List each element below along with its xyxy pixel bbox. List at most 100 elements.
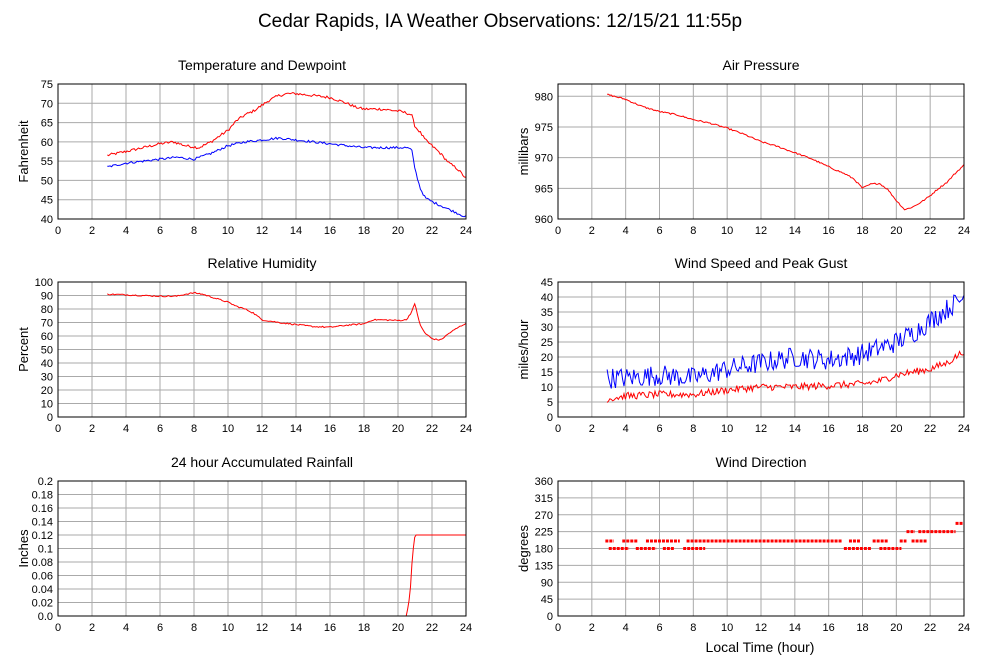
x-tick-label: 12 [256, 225, 268, 237]
y-tick-label: 65 [41, 118, 53, 130]
y-tick-label: 180 [535, 544, 553, 556]
y-axis-label-rain: Inches [16, 529, 31, 568]
x-tick-label: 4 [623, 622, 629, 634]
x-tick-label: 10 [222, 423, 234, 435]
x-tick-label: 14 [789, 225, 801, 237]
chart-title-rh: Relative Humidity [208, 255, 317, 271]
y-axis-label-dir: degrees [516, 525, 531, 572]
y-tick-label: 0.08 [32, 557, 53, 569]
x-tick-label: 0 [55, 622, 61, 634]
x-tick-label: 8 [690, 622, 696, 634]
x-tick-label: 12 [755, 622, 767, 634]
y-tick-label: 35 [541, 307, 553, 319]
x-tick-label: 6 [656, 622, 662, 634]
x-tick-label: 20 [392, 622, 404, 634]
x-tick-label: 12 [256, 423, 268, 435]
y-tick-label: 0.04 [32, 584, 53, 596]
x-tick-label: 8 [690, 423, 696, 435]
y-tick-label: 25 [541, 337, 553, 349]
series-line-wind-0 [606, 294, 965, 389]
y-tick-label: 40 [41, 214, 53, 226]
plot-frame-rain [57, 480, 467, 617]
x-axis-label: Local Time (hour) [706, 639, 815, 655]
y-tick-label: 80 [41, 304, 53, 316]
figure-title: Cedar Rapids, IA Weather Observations: 1… [258, 11, 742, 32]
x-tick-label: 10 [721, 622, 733, 634]
x-tick-label: 14 [290, 225, 302, 237]
x-tick-label: 18 [358, 622, 370, 634]
y-tick-label: 50 [41, 345, 53, 357]
x-tick-label: 24 [460, 622, 472, 634]
y-tick-label: 55 [41, 156, 53, 168]
x-tick-label: 22 [426, 225, 438, 237]
chart-title-pres: Air Pressure [722, 57, 799, 73]
x-tick-label: 6 [656, 423, 662, 435]
y-tick-label: 50 [41, 175, 53, 187]
plot-frame-temp [57, 83, 467, 220]
y-tick-label: 0 [547, 412, 553, 424]
x-tick-label: 16 [324, 423, 336, 435]
y-tick-label: 0.2 [38, 476, 53, 488]
y-tick-label: 0 [547, 611, 553, 623]
x-tick-label: 16 [823, 225, 835, 237]
y-tick-label: 5 [547, 397, 553, 409]
x-tick-label: 2 [89, 622, 95, 634]
y-tick-label: 15 [541, 367, 553, 379]
x-tick-label: 12 [755, 423, 767, 435]
y-tick-label: 965 [535, 183, 553, 195]
y-tick-label: 20 [41, 385, 53, 397]
y-tick-label: 975 [535, 122, 553, 134]
y-tick-label: 0.14 [32, 517, 53, 529]
x-tick-label: 18 [856, 622, 868, 634]
x-tick-label: 18 [358, 225, 370, 237]
x-tick-label: 22 [924, 225, 936, 237]
series-line-wind-1 [606, 350, 964, 403]
x-tick-label: 10 [222, 225, 234, 237]
x-tick-label: 16 [823, 622, 835, 634]
series-line-rh-0 [107, 291, 467, 341]
x-tick-label: 4 [123, 622, 129, 634]
x-tick-label: 18 [358, 423, 370, 435]
chart-title-rain: 24 hour Accumulated Rainfall [171, 454, 353, 470]
y-tick-label: 30 [541, 322, 553, 334]
x-tick-label: 6 [157, 225, 163, 237]
x-tick-label: 16 [324, 225, 336, 237]
y-axis-label-pres: millibars [516, 127, 531, 175]
x-tick-label: 6 [157, 423, 163, 435]
x-tick-label: 18 [856, 423, 868, 435]
y-tick-label: 90 [541, 577, 553, 589]
y-tick-label: 45 [41, 195, 53, 207]
x-tick-label: 4 [623, 423, 629, 435]
y-tick-label: 360 [535, 476, 553, 488]
y-tick-label: 70 [41, 98, 53, 110]
y-tick-label: 40 [41, 358, 53, 370]
x-tick-label: 8 [191, 225, 197, 237]
x-tick-label: 0 [55, 225, 61, 237]
series-line-temp-0 [107, 91, 466, 178]
x-tick-label: 12 [755, 225, 767, 237]
x-tick-label: 2 [89, 225, 95, 237]
chart-title-dir: Wind Direction [715, 454, 806, 470]
y-tick-label: 40 [541, 292, 553, 304]
y-tick-label: 75 [41, 79, 53, 91]
x-tick-label: 10 [721, 225, 733, 237]
y-tick-label: 0.06 [32, 571, 53, 583]
y-axis-label-wind: miles/hour [516, 319, 531, 380]
x-tick-label: 0 [555, 622, 561, 634]
y-tick-label: 980 [535, 91, 553, 103]
y-tick-label: 60 [41, 331, 53, 343]
plot-frame-rh [57, 281, 467, 418]
x-tick-label: 4 [123, 225, 129, 237]
y-tick-label: 0.12 [32, 530, 53, 542]
x-tick-label: 22 [924, 423, 936, 435]
x-tick-label: 18 [856, 225, 868, 237]
x-tick-label: 20 [392, 225, 404, 237]
plot-frame-wind [557, 281, 965, 418]
x-tick-label: 0 [555, 225, 561, 237]
y-tick-label: 70 [41, 318, 53, 330]
x-tick-label: 0 [555, 423, 561, 435]
